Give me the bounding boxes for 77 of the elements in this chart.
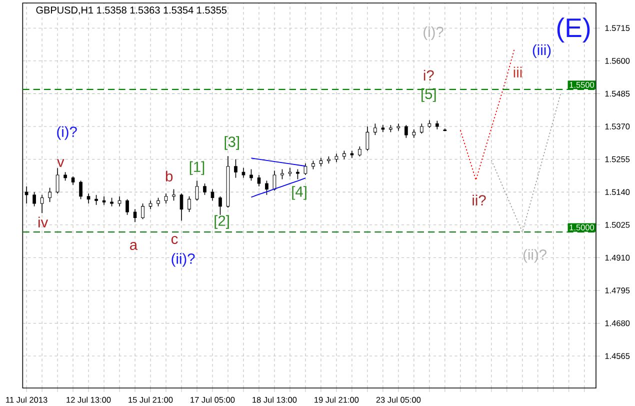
- candlestick: [396, 123, 400, 132]
- annotation: iv: [38, 216, 48, 228]
- y-tick-label: 1.5140: [605, 189, 630, 195]
- y-tick-label: 1.4910: [605, 254, 630, 261]
- y-tick-label: 1.4565: [605, 353, 630, 359]
- candlestick: [118, 196, 122, 207]
- ref-line-label: 1.5000: [570, 224, 594, 230]
- y-tick-label: 1.5025: [605, 222, 630, 228]
- annotation: (E): [557, 18, 590, 43]
- annotation: a: [130, 242, 138, 250]
- x-tick-label: 11 Jul 2013: [6, 396, 48, 403]
- y-tick-label: 1.5370: [605, 124, 630, 130]
- annotation: (ii)?: [172, 253, 195, 267]
- candlestick: [404, 124, 408, 138]
- candlestick: [56, 168, 60, 194]
- candlestick: [280, 168, 284, 180]
- x-tick-label: 18 Jul 13:00: [252, 396, 297, 403]
- annotation: [1]: [190, 161, 204, 175]
- annotation: ii?: [472, 194, 486, 206]
- candlestick: [79, 180, 82, 200]
- ref-line-label: 1.5500: [570, 82, 594, 88]
- y-tick-label: 1.5600: [605, 58, 630, 64]
- candlestick: [288, 167, 292, 177]
- candlestick: [250, 168, 253, 182]
- annotation: (i)?: [424, 26, 444, 40]
- candlestick: [164, 193, 168, 204]
- candlestick: [272, 170, 276, 192]
- candlestick: [358, 146, 362, 157]
- annotation: v: [57, 159, 64, 167]
- candlestick: [172, 188, 176, 202]
- x-tick-label: 15 Jul 21:00: [128, 396, 173, 403]
- candlestick: [420, 123, 424, 134]
- annotation: (iii): [532, 44, 551, 58]
- annotation: b: [166, 170, 173, 182]
- candlestick: [188, 196, 191, 212]
- annotation: c: [171, 236, 178, 244]
- y-tick-label: 1.5255: [605, 156, 630, 162]
- annotation: (ii)?: [523, 249, 546, 263]
- candlestick: [32, 192, 36, 207]
- candlestick: [195, 180, 199, 202]
- candlestick: [203, 183, 206, 196]
- candlestick: [180, 193, 184, 221]
- x-tick-label: 12 Jul 13:00: [66, 396, 111, 403]
- candlestick: [86, 193, 90, 204]
- candlestick: [265, 180, 268, 196]
- x-tick-label: 19 Jul 21:00: [314, 396, 359, 403]
- annotation: [3]: [224, 136, 239, 150]
- annotation: [2]: [214, 215, 229, 229]
- candlestick: [366, 126, 370, 152]
- y-tick-label: 1.5715: [605, 25, 630, 31]
- candlestick: [48, 187, 52, 202]
- annotation: iii: [514, 66, 522, 78]
- y-tick-label: 1.4680: [605, 320, 630, 326]
- candlestick: [126, 198, 129, 216]
- chart-title: GBPUSD,H1 1.5358 1.5363 1.5354 1.5355: [36, 6, 227, 15]
- candlestick: [102, 196, 106, 206]
- candlestick: [210, 188, 214, 202]
- annotation: [4]: [292, 186, 306, 200]
- y-tick-label: 1.4795: [605, 288, 630, 294]
- candlestick: [257, 174, 261, 187]
- candlestick: [24, 186, 28, 204]
- candlestick: [133, 208, 137, 222]
- candlestick: [40, 194, 44, 214]
- candlestick: [242, 167, 246, 178]
- x-tick-label: 17 Jul 05:00: [190, 396, 235, 403]
- candlestick: [94, 194, 98, 206]
- candlestick: [218, 196, 222, 216]
- candlestick: [374, 123, 377, 136]
- candlestick: [296, 168, 300, 180]
- annotation: i?: [424, 70, 434, 80]
- x-tick-label: 23 Jul 05:00: [376, 396, 421, 403]
- annotation: (i)?: [57, 126, 77, 140]
- annotation: [5]: [422, 88, 436, 102]
- candlestick: [141, 203, 144, 220]
- y-tick-label: 1.5485: [605, 90, 630, 97]
- candlestick: [234, 158, 238, 178]
- candlestick: [304, 163, 308, 176]
